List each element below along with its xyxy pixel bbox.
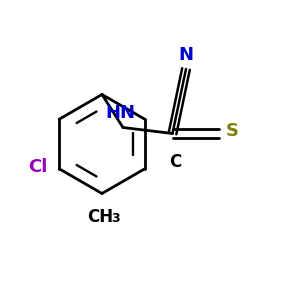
Text: C: C	[169, 153, 181, 171]
Text: S: S	[226, 122, 238, 140]
Text: 3: 3	[112, 212, 120, 225]
Text: HN: HN	[105, 104, 135, 122]
Text: CH: CH	[87, 208, 114, 226]
Text: N: N	[178, 46, 194, 64]
Text: Cl: Cl	[28, 158, 47, 176]
